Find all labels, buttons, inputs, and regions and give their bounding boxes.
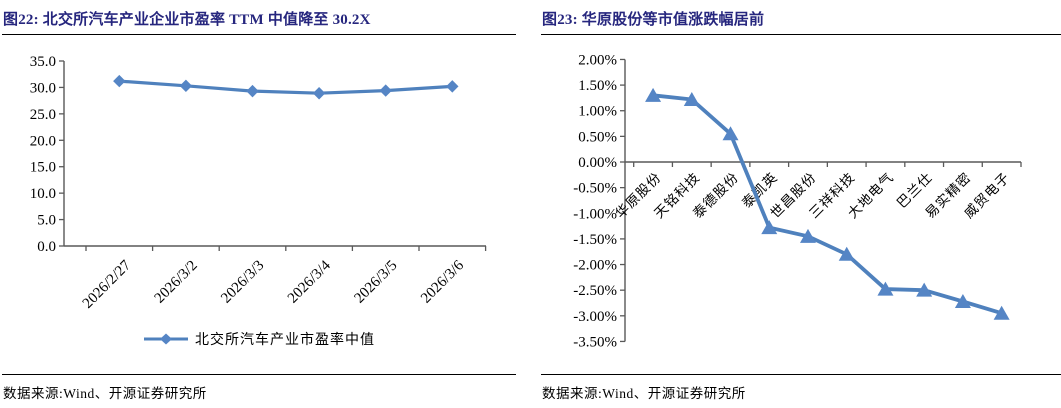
figure23-chart: 2.00% 1.50% 1.00% 0.50% 0.00% -0.50% -1.00% -1.…	[541, 35, 1061, 355]
x-axis-label: 2026/3/6	[418, 257, 467, 306]
data-point-marker	[877, 281, 894, 296]
data-point-marker	[179, 79, 193, 93]
data-point-marker	[838, 246, 855, 261]
y-axis-label: 0.0	[37, 239, 56, 255]
y-axis-label: 20.0	[30, 133, 56, 149]
y-axis-label: 5.0	[37, 213, 56, 229]
figure22-legend: 北交所汽车产业市盈率中值	[2, 329, 516, 349]
x-axis-label: 2026/3/2	[152, 258, 201, 307]
y-axis-label: -2.50%	[573, 283, 617, 299]
figure22-title: 图22: 北交所汽车产业企业市盈率 TTM 中值降至 30.2X	[3, 12, 371, 28]
data-point-marker	[683, 91, 700, 106]
legend-line-diamond-icon	[144, 333, 188, 345]
y-axis-label: -0.50%	[573, 181, 617, 197]
data-point-marker	[799, 228, 816, 243]
figure22-title-rule	[2, 34, 516, 35]
y-axis-label: -1.00%	[573, 206, 617, 222]
figure23-title: 图23: 华原股份等市值涨跌幅居前	[542, 12, 765, 28]
data-point-marker	[993, 305, 1010, 320]
data-point-marker	[645, 87, 662, 102]
legend-series-label: 北交所汽车产业市盈率中值	[195, 333, 375, 348]
figure23-title-rule	[541, 34, 1061, 35]
x-axis-label: 2026/3/4	[285, 257, 334, 306]
data-point-marker	[954, 293, 971, 308]
series-line	[651, 93, 1004, 316]
y-axis-label: 25.0	[30, 107, 56, 123]
figure22-panel: 图22: 北交所汽车产业企业市盈率 TTM 中值降至 30.2X 35.0 30.…	[2, 0, 516, 408]
y-axis-label: -1.50%	[573, 232, 617, 248]
y-axis-label: 10.0	[30, 186, 56, 202]
y-axis-label: 30.0	[30, 80, 56, 96]
y-axis-label: 0.00%	[578, 155, 617, 171]
x-axis-label: 2026/3/3	[218, 258, 267, 307]
x-axis-label: 2026/3/5	[351, 258, 400, 307]
data-point-marker	[916, 282, 933, 297]
data-point-marker	[113, 74, 126, 88]
y-axis-label: 2.00%	[578, 52, 617, 68]
y-axis-label: -3.00%	[573, 309, 617, 325]
pe-ratio-line-chart: 35.0 30.0 25.0 20.0 15.0 10.0 5.0 0.0 2026/2/27 2…	[30, 54, 487, 312]
figure22-source: 数据来源:Wind、开源证券研究所	[2, 374, 516, 402]
figure22-chart: 35.0 30.0 25.0 20.0 15.0 10.0 5.0 0.0 2026/2/27 2…	[2, 35, 516, 335]
data-point-marker	[722, 126, 739, 141]
data-point-marker	[446, 80, 459, 93]
figure23-panel: 图23: 华原股份等市值涨跌幅居前 2.00% 1.50% 1.00% 0.50% 0.…	[541, 0, 1061, 408]
data-point-marker	[379, 84, 392, 97]
y-axis-label: 35.0	[30, 54, 56, 70]
series-line	[117, 79, 454, 95]
y-axis-label: 15.0	[30, 160, 56, 176]
market-cap-change-line-chart: 2.00% 1.50% 1.00% 0.50% 0.00% -0.50% -1.00% -1.…	[573, 52, 1022, 350]
y-axis-label: 0.50%	[578, 129, 617, 145]
y-axis-label: -2.00%	[573, 258, 617, 274]
y-axis-label: -3.50%	[573, 334, 617, 350]
data-point-marker	[246, 84, 259, 98]
x-axis-label: 2026/2/27	[80, 257, 135, 312]
figure23-source: 数据来源:Wind、开源证券研究所	[541, 374, 1061, 402]
data-point-marker	[312, 87, 326, 100]
y-axis-label: 1.50%	[578, 78, 617, 94]
data-point-marker	[761, 220, 778, 235]
y-axis-label: 1.00%	[578, 104, 617, 120]
